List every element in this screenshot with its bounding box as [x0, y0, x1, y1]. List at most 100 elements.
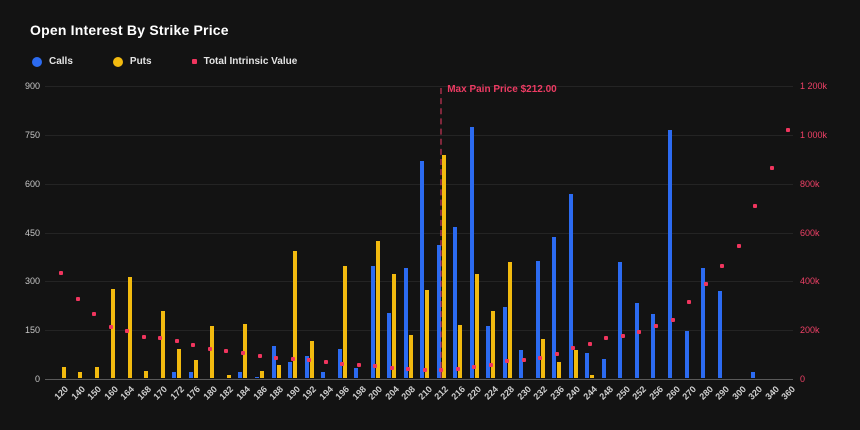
legend-item-puts[interactable]: Puts [112, 56, 152, 67]
puts-bar-172[interactable] [177, 349, 182, 378]
calls-bar-290[interactable] [717, 291, 722, 378]
puts-bar-186[interactable] [260, 371, 264, 378]
puts-bar-120[interactable] [61, 366, 66, 378]
intrinsic-dot-252[interactable] [637, 330, 642, 335]
intrinsic-dot-194[interactable] [323, 359, 328, 364]
intrinsic-dot-182[interactable] [224, 349, 229, 354]
intrinsic-dot-168[interactable] [141, 334, 146, 339]
calls-bar-248[interactable] [601, 358, 606, 378]
calls-bar-230[interactable] [519, 350, 524, 378]
puts-bar-212[interactable] [441, 154, 446, 378]
calls-bar-260[interactable] [668, 129, 672, 378]
intrinsic-dot-120[interactable] [59, 271, 64, 276]
intrinsic-dot-140[interactable] [75, 297, 80, 302]
intrinsic-dot-192[interactable] [307, 358, 312, 363]
puts-bar-204[interactable] [392, 274, 397, 378]
puts-bar-182[interactable] [226, 374, 231, 378]
intrinsic-dot-198[interactable] [356, 363, 361, 368]
puts-bar-192[interactable] [309, 340, 314, 378]
puts-bar-210[interactable] [425, 289, 430, 378]
intrinsic-dot-256[interactable] [653, 324, 658, 329]
puts-bar-164[interactable] [127, 277, 132, 378]
puts-bar-160[interactable] [111, 289, 116, 378]
intrinsic-dot-320[interactable] [753, 204, 758, 209]
legend-item-calls[interactable]: Calls [32, 56, 73, 67]
calls-bar-210[interactable] [420, 160, 425, 378]
puts-bar-236[interactable] [557, 361, 562, 378]
puts-bar-190[interactable] [293, 251, 298, 378]
puts-bar-228[interactable] [507, 262, 512, 378]
plot-area[interactable] [45, 86, 793, 380]
calls-bar-236[interactable] [552, 237, 557, 378]
calls-bar-232[interactable] [535, 261, 540, 378]
calls-bar-192[interactable] [304, 355, 309, 378]
puts-bar-224[interactable] [491, 311, 496, 378]
puts-bar-140[interactable] [78, 372, 83, 378]
puts-bar-176[interactable] [193, 360, 198, 378]
intrinsic-dot-172[interactable] [174, 338, 179, 343]
intrinsic-dot-240[interactable] [571, 346, 576, 351]
puts-bar-180[interactable] [210, 325, 215, 378]
intrinsic-dot-208[interactable] [406, 366, 411, 371]
intrinsic-dot-190[interactable] [290, 356, 295, 361]
intrinsic-dot-188[interactable] [274, 355, 279, 360]
calls-bar-252[interactable] [634, 302, 639, 378]
calls-bar-320[interactable] [750, 372, 755, 378]
intrinsic-dot-244[interactable] [587, 342, 592, 347]
intrinsic-dot-176[interactable] [191, 342, 196, 347]
legend-item-intrinsic[interactable]: Total Intrinsic Value [191, 56, 297, 67]
calls-bar-200[interactable] [370, 265, 375, 378]
intrinsic-dot-184[interactable] [240, 351, 245, 356]
calls-bar-216[interactable] [453, 226, 458, 378]
puts-bar-196[interactable] [342, 265, 347, 378]
intrinsic-dot-170[interactable] [158, 336, 163, 341]
calls-bar-208[interactable] [403, 267, 408, 378]
puts-bar-220[interactable] [474, 273, 479, 378]
intrinsic-dot-280[interactable] [703, 282, 708, 287]
calls-bar-190[interactable] [288, 361, 293, 378]
intrinsic-dot-196[interactable] [340, 361, 345, 366]
calls-bar-184[interactable] [238, 371, 243, 378]
intrinsic-dot-236[interactable] [554, 352, 559, 357]
intrinsic-dot-260[interactable] [670, 318, 675, 323]
calls-bar-194[interactable] [321, 372, 326, 378]
calls-bar-228[interactable] [502, 307, 507, 378]
intrinsic-dot-250[interactable] [620, 333, 625, 338]
calls-bar-240[interactable] [568, 193, 573, 378]
puts-bar-244[interactable] [590, 374, 595, 378]
intrinsic-dot-270[interactable] [687, 300, 692, 305]
intrinsic-dot-186[interactable] [257, 353, 262, 358]
calls-bar-198[interactable] [354, 367, 359, 378]
intrinsic-dot-204[interactable] [389, 366, 394, 370]
calls-bar-196[interactable] [337, 349, 342, 378]
puts-bar-200[interactable] [375, 241, 380, 378]
calls-bar-250[interactable] [618, 262, 623, 378]
puts-bar-168[interactable] [144, 370, 149, 378]
intrinsic-dot-160[interactable] [108, 324, 113, 329]
calls-bar-186[interactable] [255, 376, 259, 378]
puts-bar-240[interactable] [573, 349, 578, 378]
puts-bar-150[interactable] [94, 366, 99, 378]
intrinsic-dot-230[interactable] [521, 357, 526, 362]
intrinsic-dot-164[interactable] [125, 329, 130, 334]
intrinsic-dot-340[interactable] [769, 166, 774, 171]
intrinsic-dot-228[interactable] [505, 359, 510, 364]
intrinsic-dot-180[interactable] [207, 346, 212, 351]
intrinsic-dot-220[interactable] [472, 365, 477, 370]
calls-bar-172[interactable] [172, 371, 177, 378]
calls-bar-256[interactable] [651, 313, 656, 378]
calls-bar-244[interactable] [585, 352, 590, 378]
puts-bar-188[interactable] [276, 365, 281, 378]
calls-bar-270[interactable] [684, 331, 689, 378]
puts-bar-208[interactable] [408, 334, 413, 378]
calls-bar-188[interactable] [271, 346, 276, 378]
intrinsic-dot-232[interactable] [538, 355, 543, 360]
puts-bar-232[interactable] [540, 338, 545, 378]
intrinsic-dot-216[interactable] [455, 366, 460, 371]
calls-bar-176[interactable] [188, 371, 193, 378]
puts-bar-216[interactable] [458, 325, 463, 378]
intrinsic-dot-210[interactable] [422, 367, 427, 372]
intrinsic-dot-224[interactable] [488, 362, 493, 367]
puts-bar-170[interactable] [160, 311, 165, 378]
intrinsic-dot-360[interactable] [786, 127, 791, 132]
